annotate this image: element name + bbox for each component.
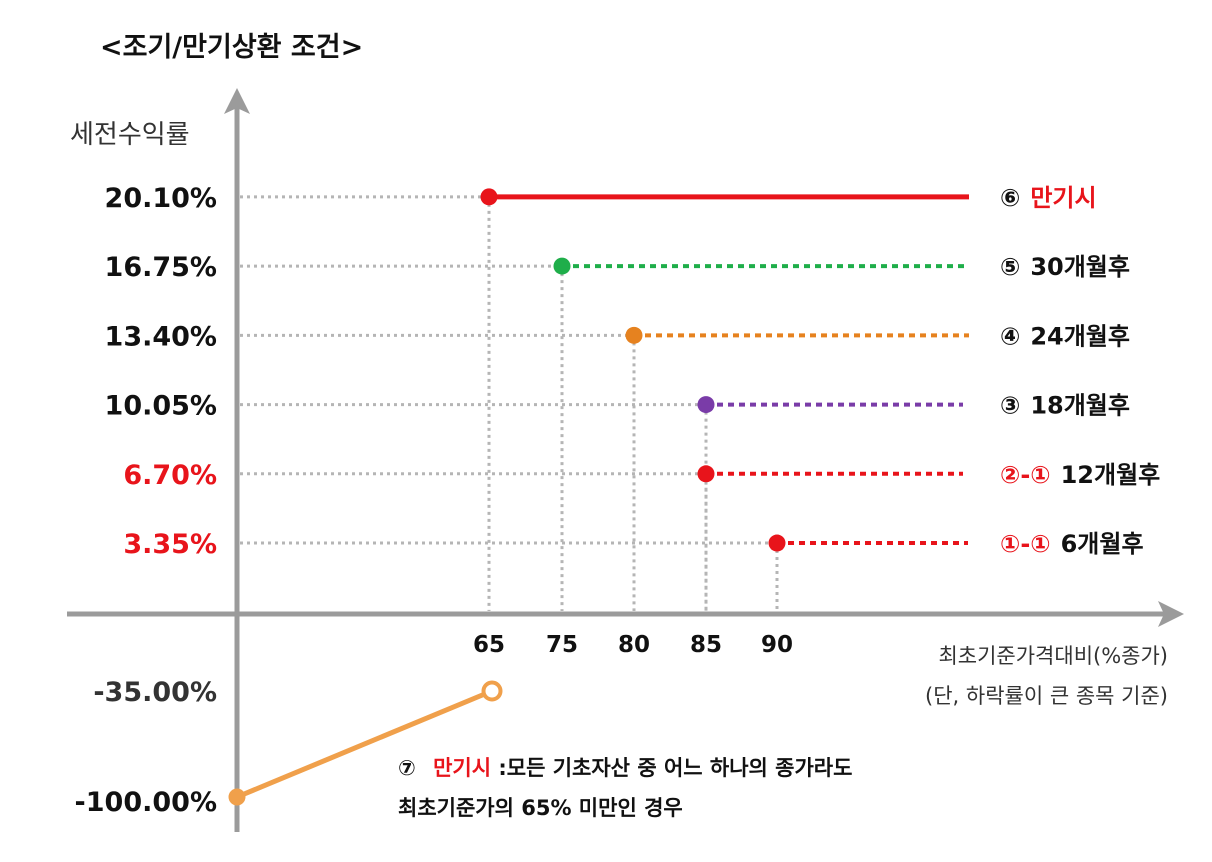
series-label-text: 만기시 [1030, 184, 1096, 212]
y-axis-arrow [224, 88, 250, 114]
x-tick-label: 65 [473, 632, 505, 658]
series-label-text: 24개월후 [1030, 322, 1130, 350]
series-labels: ⑥ 만기시 ⑤ 30개월후 ④ 24개월후 ③ 18개월후 ②-① 12개월후 ①-① 6개월후 [1000, 184, 1160, 558]
y-tick-label: 20.10% [105, 183, 217, 214]
x-tick-label: 90 [761, 632, 793, 658]
series-label-marker: ③ [1000, 392, 1020, 420]
series-point [697, 396, 715, 414]
series-label: ⑥ 만기시 [1000, 184, 1097, 212]
y-tick-label: 16.75% [105, 252, 217, 283]
x-axis-arrow [1158, 601, 1184, 627]
x-axis-label: 최초기준가격대비(%종가) [938, 644, 1168, 668]
y-tick-label: 3.35% [123, 529, 217, 560]
note-text: :모든 기초자산 중 어느 하나의 종가라도 [498, 756, 852, 780]
series-group [228, 188, 969, 806]
chart-title: <조기/만기상환 조건> [100, 32, 363, 63]
y-tick-label: 10.05% [105, 391, 217, 422]
x-tick-label: 85 [690, 632, 722, 658]
series-label: ①-① 6개월후 [1000, 530, 1144, 558]
series-point [625, 326, 643, 344]
loss-line [236, 688, 493, 800]
series-label: ④ 24개월후 [1000, 322, 1130, 350]
series-label: ②-① 12개월후 [1000, 461, 1160, 489]
y-tick-label: -35.00% [93, 677, 217, 708]
y-tick-label: -100.00% [75, 787, 217, 818]
series-point [480, 188, 498, 206]
x-axis-note: (단, 하락률이 큰 종목 기준) [925, 684, 1168, 708]
note-line-2: 최초기준가의 65% 미만인 경우 [398, 796, 683, 820]
series-point [697, 465, 715, 483]
series-label: ⑤ 30개월후 [1000, 253, 1130, 281]
note-line-1: ⑦ 만기시 :모든 기초자산 중 어느 하나의 종가라도 [398, 756, 852, 780]
note-marker: ⑦ [398, 756, 416, 780]
x-tick-label: 75 [546, 632, 578, 658]
series-label-marker: ①-① [1000, 530, 1051, 558]
series-label-marker: ②-① [1000, 461, 1051, 489]
series-label: ③ 18개월후 [1000, 392, 1130, 420]
series-point [553, 257, 571, 275]
y-tick-label: 6.70% [123, 460, 217, 491]
x-tick-labels: 65 75 80 85 90 [473, 632, 793, 658]
x-tick-label: 80 [618, 632, 650, 658]
series-point [768, 534, 786, 552]
loss-point-start [228, 788, 246, 806]
note-highlight: 만기시 [433, 756, 491, 780]
grid-lines [240, 195, 779, 611]
series-label-text: 6개월후 [1061, 530, 1144, 558]
series-label-text: 18개월후 [1030, 392, 1130, 420]
y-tick-label: 13.40% [105, 321, 217, 352]
series-label-marker: ⑤ [1000, 253, 1020, 281]
loss-point-end [481, 680, 503, 702]
series-label-marker: ⑥ [1000, 184, 1020, 212]
series-label-text: 30개월후 [1030, 253, 1130, 281]
series-label-text: 12개월후 [1061, 461, 1161, 489]
series-label-marker: ④ [1000, 322, 1020, 350]
y-axis-label: 세전수익률 [70, 120, 190, 150]
y-tick-labels: 20.10% 16.75% 13.40% 10.05% 6.70% 3.35% -35.00… [75, 183, 217, 818]
